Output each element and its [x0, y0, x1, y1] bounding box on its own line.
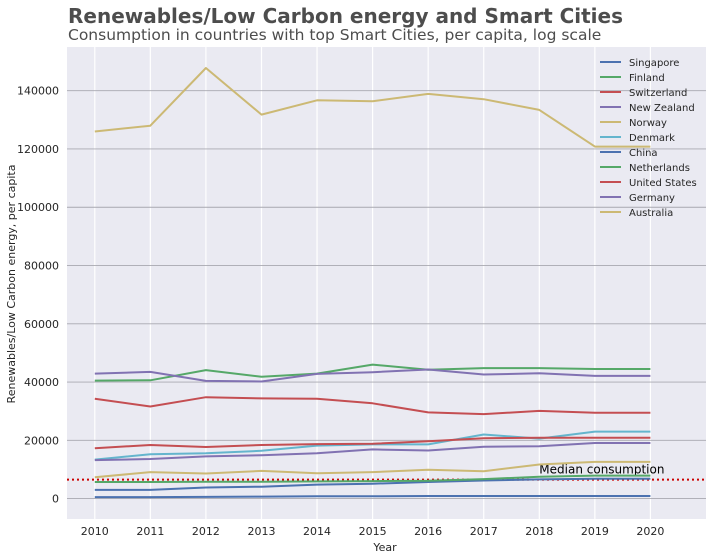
series-line-germany: [94, 442, 651, 462]
x-tick-label: 2018: [525, 525, 553, 538]
x-tick-labels: 2010 2011 2012 2013 2014 2015 2016 2017 2018 2019…: [81, 525, 665, 538]
series-line-norway: [94, 67, 651, 148]
series-line-finland: [94, 363, 651, 382]
x-axis-label: Year: [372, 541, 397, 554]
y-axis-label: Renewables/Low Carbon energy, per capita: [5, 165, 18, 404]
y-tick-label: 0: [52, 493, 59, 506]
legend-label: Denmark: [629, 133, 675, 144]
legend: Singapore Finland Switzerland New Zealand No…: [600, 58, 697, 219]
x-tick-label: 2011: [136, 525, 164, 538]
legend-label: Netherlands: [629, 163, 690, 174]
y-tick-label: 140000: [17, 85, 59, 98]
y-tick-labels: 0 20000 40000 60000 80000 100000 120000 140000: [17, 85, 59, 506]
legend-label: Finland: [629, 73, 665, 84]
x-tick-label: 2019: [581, 525, 609, 538]
x-tick-label: 2017: [470, 525, 498, 538]
series-line-singapore: [94, 495, 651, 499]
median-reference: Median consumption: [67, 463, 706, 481]
y-tick-label: 20000: [24, 434, 59, 447]
series-lines: [94, 67, 651, 499]
legend-label: Australia: [629, 208, 673, 219]
series-line-australia: [94, 460, 651, 479]
y-tick-label: 80000: [24, 260, 59, 273]
series-line-china: [94, 477, 651, 491]
x-tick-label: 2015: [359, 525, 387, 538]
legend-label: Switzerland: [629, 88, 687, 99]
legend-label: Singapore: [629, 58, 679, 69]
grid: [67, 47, 706, 519]
legend-label: Norway: [629, 118, 667, 129]
x-tick-label: 2012: [192, 525, 220, 538]
chart-title: Renewables/Low Carbon energy and Smart C…: [68, 4, 623, 28]
series-line-new-zealand: [94, 368, 651, 383]
chart-subtitle: Consumption in countries with top Smart …: [68, 26, 601, 44]
x-tick-label: 2013: [247, 525, 275, 538]
x-tick-label: 2020: [636, 525, 664, 538]
legend-label: Germany: [629, 193, 675, 204]
y-tick-label: 100000: [17, 201, 59, 214]
series-line-switzerland: [94, 396, 651, 416]
series-line-netherlands: [94, 474, 651, 483]
median-label: Median consumption: [539, 463, 664, 477]
x-tick-label: 2016: [414, 525, 442, 538]
x-tick-label: 2014: [303, 525, 331, 538]
series-line-united-states: [94, 436, 651, 450]
y-tick-label: 120000: [17, 143, 59, 156]
y-tick-label: 40000: [24, 376, 59, 389]
y-tick-label: 60000: [24, 318, 59, 331]
legend-label: New Zealand: [629, 103, 695, 114]
x-tick-label: 2010: [81, 525, 109, 538]
legend-label: United States: [629, 178, 697, 189]
plot-background: [67, 47, 706, 519]
legend-label: China: [629, 148, 658, 159]
